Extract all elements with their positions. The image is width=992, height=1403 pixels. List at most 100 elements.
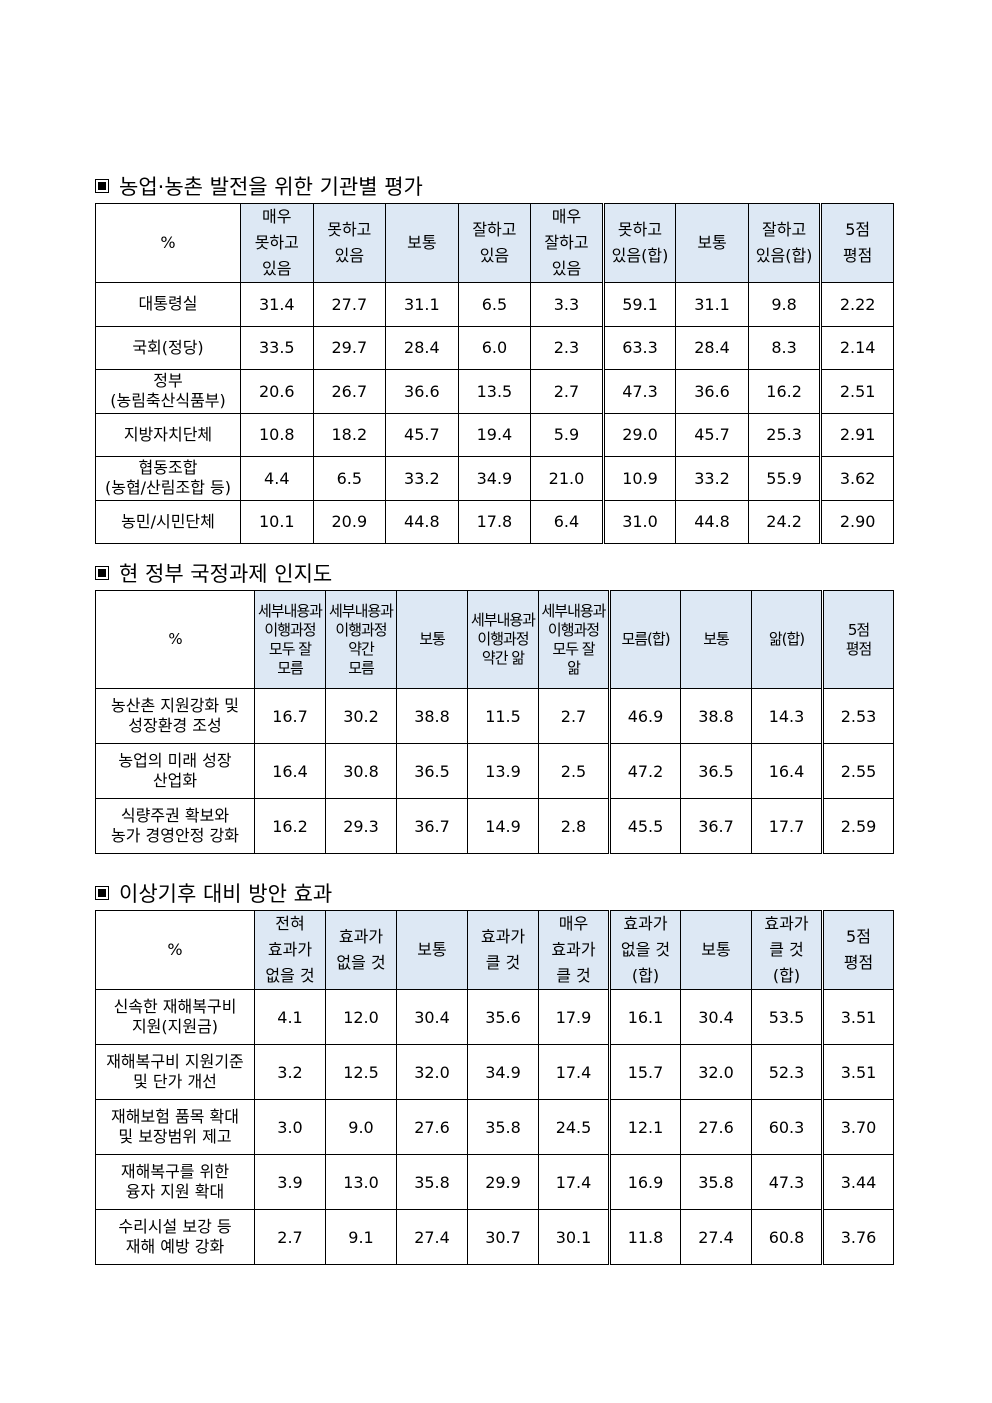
square-bullet-icon	[95, 179, 109, 193]
column-header: 잘하고 있음(합)	[747, 203, 822, 283]
value-cell: 3.0	[254, 1099, 326, 1155]
value-cell: 2.22	[819, 282, 894, 327]
value-cell: 14.3	[751, 688, 823, 744]
value-cell: 36.6	[675, 369, 749, 414]
value-cell: 36.6	[385, 369, 459, 414]
value-cell: 16.7	[254, 688, 326, 744]
value-cell: 29.7	[312, 325, 387, 370]
value-cell: 3.9	[254, 1154, 326, 1210]
value-cell: 14.9	[467, 798, 539, 854]
national-agenda-awareness-table: % 세부내용과 이행과정 모두 잘 모름 세부내용과 이행과정 약간 모름 보통 세부내…	[95, 590, 894, 854]
column-header: %	[95, 910, 255, 990]
column-header: 매우 잘하고 있음	[530, 203, 604, 283]
column-header: 앎(합)	[751, 590, 823, 689]
column-header: 전혀 효과가 없을 것	[254, 910, 326, 990]
value-cell: 3.51	[821, 1044, 894, 1100]
value-cell: 45.7	[675, 412, 749, 457]
value-cell: 9.0	[325, 1099, 397, 1155]
column-header: %	[95, 203, 241, 283]
value-cell: 45.7	[385, 412, 459, 457]
value-cell: 16.9	[608, 1154, 681, 1210]
value-cell: 35.6	[467, 989, 539, 1045]
value-cell: 8.3	[747, 325, 822, 370]
value-cell: 2.7	[538, 688, 610, 744]
column-header: %	[95, 590, 255, 689]
value-cell: 18.2	[312, 412, 387, 457]
value-cell: 29.9	[467, 1154, 539, 1210]
value-cell: 33.5	[240, 325, 314, 370]
row-label: 농민/시민단체	[95, 499, 241, 544]
value-cell: 27.4	[680, 1209, 752, 1265]
value-cell: 30.1	[538, 1209, 610, 1265]
table-row: 재해보험 품목 확대 및 보장범위 제고 3.0 9.0 27.6 35.8 24.5 12…	[95, 1099, 894, 1155]
value-cell: 2.7	[530, 369, 604, 414]
row-label: 재해복구를 위한 융자 지원 확대	[95, 1154, 255, 1210]
value-cell: 63.3	[601, 325, 677, 370]
row-label: 국회(정당)	[95, 325, 241, 370]
column-header: 보통	[680, 910, 752, 990]
row-label: 대통령실	[95, 282, 241, 327]
value-cell: 32.0	[680, 1044, 752, 1100]
value-cell: 33.2	[675, 456, 749, 501]
value-cell: 2.8	[538, 798, 610, 854]
square-bullet-icon	[95, 566, 109, 580]
row-label: 수리시설 보강 등 재해 예방 강화	[95, 1209, 255, 1265]
value-cell: 35.8	[396, 1154, 468, 1210]
value-cell: 34.9	[467, 1044, 539, 1100]
value-cell: 16.2	[747, 369, 822, 414]
value-cell: 2.7	[254, 1209, 326, 1265]
table-row: 신속한 재해복구비 지원(지원금) 4.1 12.0 30.4 35.6 17.9 16.1…	[95, 989, 894, 1045]
value-cell: 24.5	[538, 1099, 610, 1155]
column-header: 모름(합)	[608, 590, 681, 689]
row-label: 정부 (농림축산식품부)	[95, 369, 241, 414]
value-cell: 13.9	[467, 743, 539, 799]
value-cell: 31.4	[240, 282, 314, 327]
value-cell: 27.4	[396, 1209, 468, 1265]
column-header: 5점 평점	[821, 590, 894, 689]
value-cell: 60.8	[751, 1209, 823, 1265]
value-cell: 16.4	[254, 743, 326, 799]
table-row: 농산촌 지원강화 및 성장환경 조성 16.7 30.2 38.8 11.5 2.7 46.…	[95, 688, 894, 744]
table-row: 협동조합 (농협/산림조합 등) 4.4 6.5 33.2 34.9 21.0 10.9 33…	[95, 456, 894, 501]
value-cell: 47.2	[608, 743, 681, 799]
value-cell: 45.5	[608, 798, 681, 854]
value-cell: 59.1	[601, 282, 677, 327]
column-header: 보통	[680, 590, 752, 689]
section-title-national-agenda-awareness: 현 정부 국정과제 인지도	[95, 558, 332, 588]
value-cell: 30.2	[325, 688, 397, 744]
column-header: 보통	[396, 590, 468, 689]
section-title-institution-evaluation: 농업·농촌 발전을 위한 기관별 평가	[95, 171, 423, 201]
value-cell: 55.9	[747, 456, 822, 501]
value-cell: 26.7	[312, 369, 387, 414]
table-row: 농업의 미래 성장 산업화 16.4 30.8 36.5 13.9 2.5 47.2 36.5…	[95, 743, 894, 799]
column-header: 보통	[385, 203, 459, 283]
value-cell: 2.53	[821, 688, 894, 744]
row-label: 재해보험 품목 확대 및 보장범위 제고	[95, 1099, 255, 1155]
table-row: 국회(정당) 33.5 29.7 28.4 6.0 2.3 63.3 28.4 8.3 2.14	[95, 325, 894, 370]
value-cell: 25.3	[747, 412, 822, 457]
value-cell: 27.6	[680, 1099, 752, 1155]
value-cell: 2.3	[530, 325, 604, 370]
row-label: 식량주권 확보와 농가 경영안정 강화	[95, 798, 255, 854]
column-header: 매우 효과가 클 것	[538, 910, 610, 990]
value-cell: 38.8	[680, 688, 752, 744]
column-header: 세부내용과 이행과정 약간 앎	[467, 590, 539, 689]
value-cell: 46.9	[608, 688, 681, 744]
value-cell: 3.44	[821, 1154, 894, 1210]
value-cell: 53.5	[751, 989, 823, 1045]
value-cell: 15.7	[608, 1044, 681, 1100]
value-cell: 60.3	[751, 1099, 823, 1155]
value-cell: 6.4	[530, 499, 604, 544]
institution-evaluation-table: % 매우 못하고 있음 못하고 있음 보통 잘하고 있음 매우 잘하고 있음 못하고 있음(…	[95, 203, 894, 544]
value-cell: 3.70	[821, 1099, 894, 1155]
value-cell: 36.5	[680, 743, 752, 799]
value-cell: 31.1	[675, 282, 749, 327]
column-header: 보통	[675, 203, 749, 283]
value-cell: 44.8	[675, 499, 749, 544]
value-cell: 12.5	[325, 1044, 397, 1100]
table-row: 수리시설 보강 등 재해 예방 강화 2.7 9.1 27.4 30.7 30.1 11.8…	[95, 1209, 894, 1265]
value-cell: 52.3	[751, 1044, 823, 1100]
table-row: 재해복구비 지원기준 및 단가 개선 3.2 12.5 32.0 34.9 17.4 15.…	[95, 1044, 894, 1100]
